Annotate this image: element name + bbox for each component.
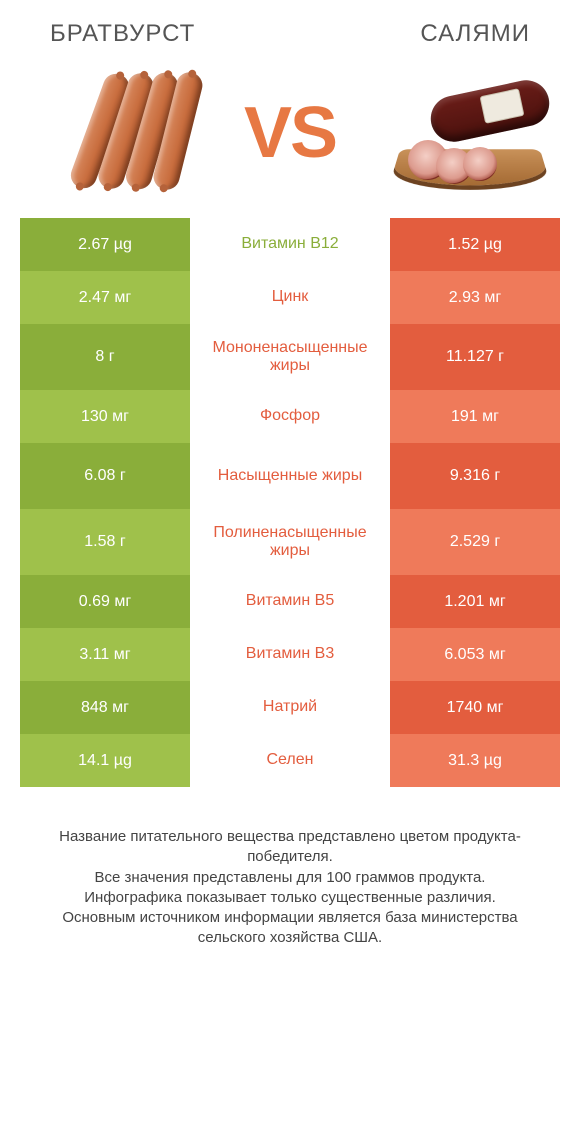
right-value: 2.529 г	[390, 509, 560, 575]
right-product-title: САЛЯМИ	[420, 20, 530, 48]
left-value: 8 г	[20, 324, 190, 390]
right-value: 1740 мг	[390, 681, 560, 734]
left-value: 2.67 µg	[20, 218, 190, 271]
nutrient-name: Цинк	[190, 271, 390, 324]
table-row: 0.69 мгВитамин B51.201 мг	[20, 575, 560, 628]
nutrient-name: Селен	[190, 734, 390, 787]
right-value: 1.52 µg	[390, 218, 560, 271]
right-value: 31.3 µg	[390, 734, 560, 787]
table-row: 3.11 мгВитамин B36.053 мг	[20, 628, 560, 681]
right-value: 11.127 г	[390, 324, 560, 390]
table-row: 14.1 µgСелен31.3 µg	[20, 734, 560, 787]
nutrient-name: Натрий	[190, 681, 390, 734]
right-value: 191 мг	[390, 390, 560, 443]
nutrient-name: Витамин B5	[190, 575, 390, 628]
nutrient-name: Мононенасыщенные жиры	[190, 324, 390, 390]
nutrient-name: Полиненасыщенные жиры	[190, 509, 390, 575]
footer-note: Название питательного вещества представл…	[30, 827, 550, 949]
hero-row: VS	[10, 68, 570, 218]
nutrient-name: Витамин B12	[190, 218, 390, 271]
left-value: 14.1 µg	[20, 734, 190, 787]
nutrient-name: Витамин B3	[190, 628, 390, 681]
left-value: 130 мг	[20, 390, 190, 443]
salami-image	[390, 78, 540, 188]
nutrient-name: Насыщенные жиры	[190, 443, 390, 509]
left-value: 1.58 г	[20, 509, 190, 575]
right-value: 1.201 мг	[390, 575, 560, 628]
table-row: 130 мгФосфор191 мг	[20, 390, 560, 443]
footer-line: Основным источником информации является …	[30, 908, 550, 949]
footer-line: Название питательного вещества представл…	[30, 827, 550, 868]
table-row: 8 гМононенасыщенные жиры11.127 г	[20, 324, 560, 390]
footer-line: Все значения представлены для 100 граммо…	[30, 868, 550, 888]
right-value: 9.316 г	[390, 443, 560, 509]
left-value: 2.47 мг	[20, 271, 190, 324]
table-row: 1.58 гПолиненасыщенные жиры2.529 г	[20, 509, 560, 575]
comparison-table: 2.67 µgВитамин B121.52 µg2.47 мгЦинк2.93…	[20, 218, 560, 787]
table-row: 848 мгНатрий1740 мг	[20, 681, 560, 734]
left-product-title: БРАТВУРСТ	[50, 20, 195, 48]
right-value: 2.93 мг	[390, 271, 560, 324]
left-value: 3.11 мг	[20, 628, 190, 681]
table-row: 6.08 гНасыщенные жиры9.316 г	[20, 443, 560, 509]
footer-line: Инфографика показывает только существенн…	[30, 888, 550, 908]
left-value: 848 мг	[20, 681, 190, 734]
table-row: 2.47 мгЦинк2.93 мг	[20, 271, 560, 324]
bratwurst-image	[40, 78, 190, 188]
right-value: 6.053 мг	[390, 628, 560, 681]
vs-label: VS	[244, 92, 336, 174]
nutrient-name: Фосфор	[190, 390, 390, 443]
left-value: 0.69 мг	[20, 575, 190, 628]
left-value: 6.08 г	[20, 443, 190, 509]
table-row: 2.67 µgВитамин B121.52 µg	[20, 218, 560, 271]
